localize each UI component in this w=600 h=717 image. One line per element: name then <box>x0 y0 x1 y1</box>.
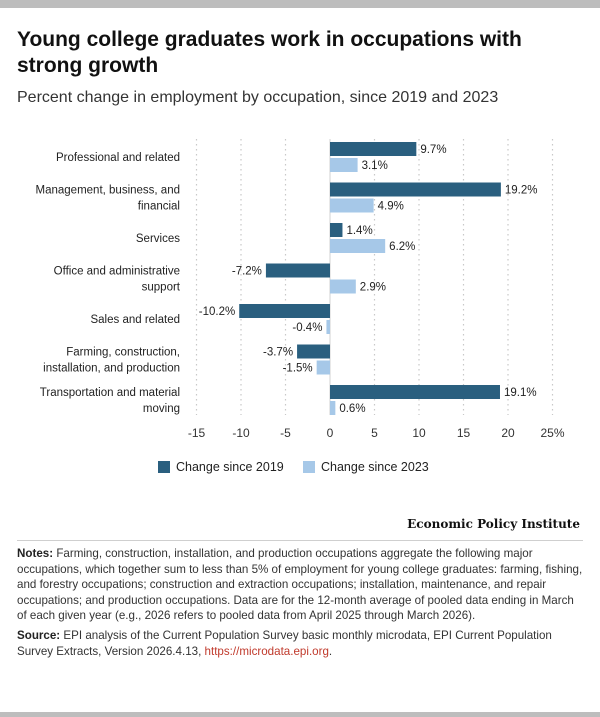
x-tick-label: 5 <box>371 426 378 440</box>
data-label: -10.2% <box>199 306 235 318</box>
data-label: -3.7% <box>263 347 293 359</box>
data-label: 6.2% <box>389 241 415 253</box>
bar <box>326 320 330 334</box>
x-tick-label: 25% <box>540 426 564 440</box>
category-label: support <box>142 282 181 294</box>
category-label: Professional and related <box>56 152 180 164</box>
bar <box>330 142 417 156</box>
bar <box>330 401 336 415</box>
legend-label: Change since 2023 <box>321 460 429 474</box>
brand-name: Economic Policy Institute <box>407 517 580 531</box>
bar <box>316 360 330 375</box>
data-label: -0.4% <box>292 322 322 334</box>
data-label: 2.9% <box>360 282 386 294</box>
x-tick-label: -10 <box>232 426 250 440</box>
data-label: 0.6% <box>339 403 365 415</box>
data-label: -7.2% <box>232 266 262 278</box>
bar <box>297 344 330 359</box>
notes-label: Notes: <box>17 547 54 560</box>
bar <box>330 182 501 197</box>
legend-swatch <box>303 461 315 473</box>
bars: 9.7% 3.1% 19.2% 4.9% 1.4% 6.2% -7.2% 2.9% -10.2%… <box>199 142 538 415</box>
category-label: Sales and related <box>90 314 180 326</box>
bottom-rule <box>0 712 600 717</box>
legend: Change since 2019 Change since 2023 <box>158 460 429 474</box>
category-label: financial <box>138 201 180 213</box>
source-label: Source: <box>17 628 61 642</box>
divider <box>17 540 583 541</box>
x-tick-label: 0 <box>327 426 334 440</box>
category-label: Services <box>136 233 180 245</box>
category-label: moving <box>143 403 180 415</box>
category-label: Farming, construction, <box>66 347 180 359</box>
notes-section: Notes: Farming, construction, installati… <box>17 546 583 663</box>
category-label: installation, and production <box>43 363 180 375</box>
bar <box>330 385 500 399</box>
bar <box>265 263 330 278</box>
x-tick-label: 15 <box>457 426 471 440</box>
top-rule <box>0 0 600 8</box>
source-end: . <box>328 644 333 658</box>
category-label: Office and administrative <box>54 266 180 278</box>
bar <box>330 198 374 213</box>
bar <box>330 239 386 253</box>
x-tick-label: 10 <box>412 426 426 440</box>
category-label: Management, business, and <box>36 185 180 197</box>
source-link[interactable]: https://microdata.epi.org <box>204 644 329 658</box>
legend-swatch <box>158 461 170 473</box>
bar <box>239 304 330 318</box>
source-paragraph: Source: EPI analysis of the Current Popu… <box>17 628 583 659</box>
chart-title: Young college graduates work in occupati… <box>17 28 522 77</box>
notes-paragraph: Notes: Farming, construction, installati… <box>17 546 583 624</box>
data-label: 4.9% <box>378 201 404 213</box>
data-label: 1.4% <box>346 225 372 237</box>
category-label: Transportation and material <box>40 387 180 399</box>
source-text: EPI analysis of the Current Population S… <box>17 628 552 658</box>
notes-text: Farming, construction, installation, and… <box>17 547 583 623</box>
data-label: 19.1% <box>504 387 537 399</box>
legend-label: Change since 2019 <box>176 460 284 474</box>
bar-chart: 9.7% 3.1% 19.2% 4.9% 1.4% 6.2% -7.2% 2.9% -10.2%… <box>36 139 565 474</box>
category-labels: Professional and related Management, busi… <box>36 152 181 415</box>
bar <box>330 158 358 172</box>
data-label: -1.5% <box>283 363 313 375</box>
data-label: 19.2% <box>505 185 538 197</box>
data-label: 3.1% <box>362 160 388 172</box>
x-tick-label: -5 <box>280 426 291 440</box>
x-tick-label: 20 <box>501 426 515 440</box>
data-label: 9.7% <box>420 144 446 156</box>
x-tick-label: -15 <box>188 426 206 440</box>
bar <box>330 223 343 237</box>
chart-subtitle: Percent change in employment by occupati… <box>17 89 499 106</box>
x-tick-labels: -15 -10 -5 0 5 10 15 20 25% <box>188 426 565 440</box>
bar <box>330 279 356 294</box>
